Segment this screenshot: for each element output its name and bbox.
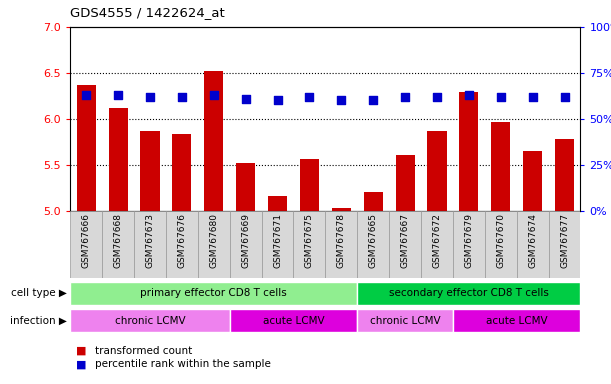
Text: acute LCMV: acute LCMV bbox=[486, 316, 547, 326]
Bar bbox=[268, 195, 287, 211]
Point bbox=[241, 96, 251, 102]
Bar bbox=[102, 211, 134, 278]
Bar bbox=[141, 131, 159, 211]
Bar bbox=[166, 211, 198, 278]
Text: GSM767675: GSM767675 bbox=[305, 213, 314, 268]
Text: GSM767671: GSM767671 bbox=[273, 213, 282, 268]
Text: chronic LCMV: chronic LCMV bbox=[115, 316, 185, 326]
Text: GSM767667: GSM767667 bbox=[401, 213, 409, 268]
Bar bbox=[357, 281, 580, 305]
Point bbox=[560, 94, 569, 100]
Bar bbox=[325, 211, 357, 278]
Bar bbox=[230, 309, 357, 333]
Text: GSM767670: GSM767670 bbox=[496, 213, 505, 268]
Point bbox=[81, 92, 91, 98]
Bar bbox=[198, 211, 230, 278]
Text: infection ▶: infection ▶ bbox=[10, 316, 67, 326]
Bar bbox=[364, 192, 382, 211]
Bar bbox=[262, 211, 293, 278]
Point bbox=[304, 94, 314, 100]
Bar bbox=[523, 151, 542, 211]
Point bbox=[432, 94, 442, 100]
Bar bbox=[517, 211, 549, 278]
Bar bbox=[459, 92, 478, 211]
Point bbox=[496, 94, 506, 100]
Bar bbox=[453, 309, 580, 333]
Text: GSM767674: GSM767674 bbox=[528, 213, 537, 268]
Bar bbox=[76, 85, 96, 211]
Bar bbox=[428, 131, 447, 211]
Point bbox=[464, 92, 474, 98]
Bar bbox=[109, 108, 128, 211]
Bar bbox=[236, 163, 255, 211]
Text: transformed count: transformed count bbox=[95, 346, 192, 356]
Bar bbox=[491, 122, 510, 211]
Text: GSM767678: GSM767678 bbox=[337, 213, 346, 268]
Bar bbox=[453, 211, 485, 278]
Point bbox=[209, 92, 219, 98]
Text: primary effector CD8 T cells: primary effector CD8 T cells bbox=[141, 288, 287, 298]
Bar bbox=[421, 211, 453, 278]
Bar bbox=[70, 211, 102, 278]
Bar bbox=[485, 211, 517, 278]
Text: percentile rank within the sample: percentile rank within the sample bbox=[95, 359, 271, 369]
Text: acute LCMV: acute LCMV bbox=[263, 316, 324, 326]
Text: chronic LCMV: chronic LCMV bbox=[370, 316, 441, 326]
Text: GSM767673: GSM767673 bbox=[145, 213, 155, 268]
Point bbox=[113, 92, 123, 98]
Bar bbox=[70, 309, 230, 333]
Text: GSM767677: GSM767677 bbox=[560, 213, 569, 268]
Text: ■: ■ bbox=[76, 346, 87, 356]
Bar bbox=[230, 211, 262, 278]
Text: GDS4555 / 1422624_at: GDS4555 / 1422624_at bbox=[70, 6, 225, 19]
Point bbox=[400, 94, 410, 100]
Text: GSM767666: GSM767666 bbox=[82, 213, 90, 268]
Text: cell type ▶: cell type ▶ bbox=[12, 288, 67, 298]
Bar bbox=[172, 134, 191, 211]
Bar bbox=[555, 139, 574, 211]
Bar bbox=[332, 207, 351, 211]
Bar bbox=[549, 211, 580, 278]
Bar bbox=[395, 155, 415, 211]
Text: GSM767676: GSM767676 bbox=[177, 213, 186, 268]
Bar bbox=[357, 211, 389, 278]
Point bbox=[528, 94, 538, 100]
Text: GSM767679: GSM767679 bbox=[464, 213, 474, 268]
Bar bbox=[300, 159, 319, 211]
Text: secondary effector CD8 T cells: secondary effector CD8 T cells bbox=[389, 288, 549, 298]
Text: GSM767668: GSM767668 bbox=[114, 213, 123, 268]
Point bbox=[368, 97, 378, 103]
Point bbox=[337, 97, 346, 103]
Text: GSM767680: GSM767680 bbox=[209, 213, 218, 268]
Bar bbox=[70, 281, 357, 305]
Text: GSM767665: GSM767665 bbox=[368, 213, 378, 268]
Bar bbox=[357, 309, 453, 333]
Text: ■: ■ bbox=[76, 359, 87, 369]
Bar bbox=[293, 211, 325, 278]
Point bbox=[145, 94, 155, 100]
Bar bbox=[389, 211, 421, 278]
Bar bbox=[204, 71, 224, 211]
Text: GSM767669: GSM767669 bbox=[241, 213, 250, 268]
Point bbox=[177, 94, 187, 100]
Text: GSM767672: GSM767672 bbox=[433, 213, 442, 268]
Point bbox=[273, 97, 282, 103]
Bar bbox=[134, 211, 166, 278]
